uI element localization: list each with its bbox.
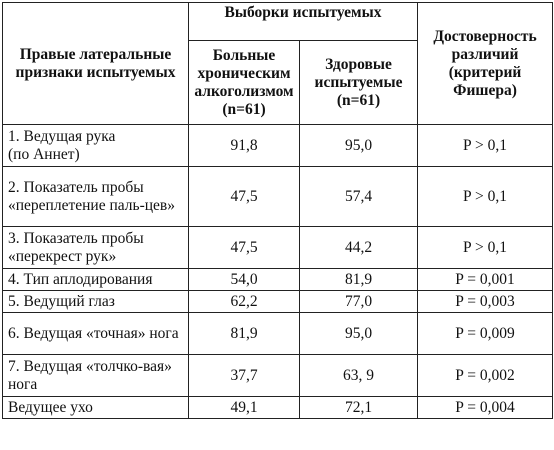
- row-label: 4. Тип аплодирования: [2, 268, 189, 291]
- header-sick: Больные хроническим алкоголизмом (n=61): [188, 40, 300, 125]
- row-label: 6. Ведущая «точная» нога: [2, 312, 189, 355]
- header-healthy: Здоровые испытуемые (n=61): [298, 40, 419, 125]
- table-row: 5. Ведущий глаз 62,2 77,0 P = 0,003: [2, 290, 554, 313]
- row-label: 5. Ведущий глаз: [2, 290, 189, 313]
- table-row: 2. Показатель пробы «переплетение паль-ц…: [2, 166, 554, 227]
- row-label: Ведущее ухо: [2, 396, 189, 419]
- cell-healthy: 81,9: [298, 268, 419, 291]
- cell-healthy: 95,0: [298, 312, 419, 355]
- cell-sick: 81,9: [188, 312, 300, 355]
- row-label: 1. Ведущая рука (по Аннет): [2, 124, 189, 167]
- cell-healthy: 72,1: [298, 396, 419, 419]
- cell-significance: P = 0,009: [417, 312, 554, 355]
- cell-significance: P = 0,004: [417, 396, 554, 419]
- cell-significance: P = 0,002: [417, 354, 554, 397]
- header-row-1: Правые латеральные признаки испытуемых В…: [2, 2, 554, 125]
- header-samples: Выборки испытуемых: [187, 2, 419, 41]
- header-row-2: Больные хроническим алкоголизмом (n=61) …: [3, 40, 553, 125]
- cell-sick: 37,7: [188, 354, 300, 397]
- cell-sick: 47,5: [188, 166, 300, 227]
- cell-significance: P = 0,001: [417, 268, 554, 291]
- cell-sick: 47,5: [188, 226, 300, 269]
- row-label: 7. Ведущая «толчко-вая» нога: [2, 354, 189, 397]
- table-row: 1. Ведущая рука (по Аннет) 91,8 95,0 P >…: [2, 124, 554, 167]
- header-signs: Правые латеральные признаки испытуемых: [2, 2, 189, 125]
- cell-healthy: 57,4: [298, 166, 419, 227]
- cell-sick: 91,8: [188, 124, 300, 167]
- data-table: Правые латеральные признаки испытуемых В…: [2, 2, 554, 419]
- cell-significance: P > 0,1: [417, 166, 554, 227]
- cell-sick: 62,2: [188, 290, 300, 313]
- cell-sick: 49,1: [188, 396, 300, 419]
- table-row: 3. Показатель пробы «перекрест рук» 47,5…: [2, 226, 554, 269]
- cell-healthy: 95,0: [298, 124, 419, 167]
- table-row: Ведущее ухо 49,1 72,1 P = 0,004: [2, 396, 554, 419]
- table-row: 6. Ведущая «точная» нога 81,9 95,0 P = 0…: [2, 312, 554, 355]
- cell-healthy: 44,2: [298, 226, 419, 269]
- cell-significance: P > 0,1: [417, 226, 554, 269]
- table-row: 7. Ведущая «толчко-вая» нога 37,7 63, 9 …: [2, 354, 554, 397]
- row-label: 3. Показатель пробы «перекрест рук»: [2, 226, 189, 269]
- cell-significance: P > 0,1: [417, 124, 554, 167]
- cell-significance: P = 0,003: [417, 290, 554, 313]
- table-row: 4. Тип аплодирования 54,0 81,9 P = 0,001: [2, 268, 554, 291]
- header-significance: Достоверность различий (критерий Фишера): [417, 2, 554, 125]
- cell-healthy: 77,0: [298, 290, 419, 313]
- cell-healthy: 63, 9: [298, 354, 419, 397]
- cell-sick: 54,0: [188, 268, 300, 291]
- row-label: 2. Показатель пробы «переплетение паль-ц…: [2, 166, 189, 227]
